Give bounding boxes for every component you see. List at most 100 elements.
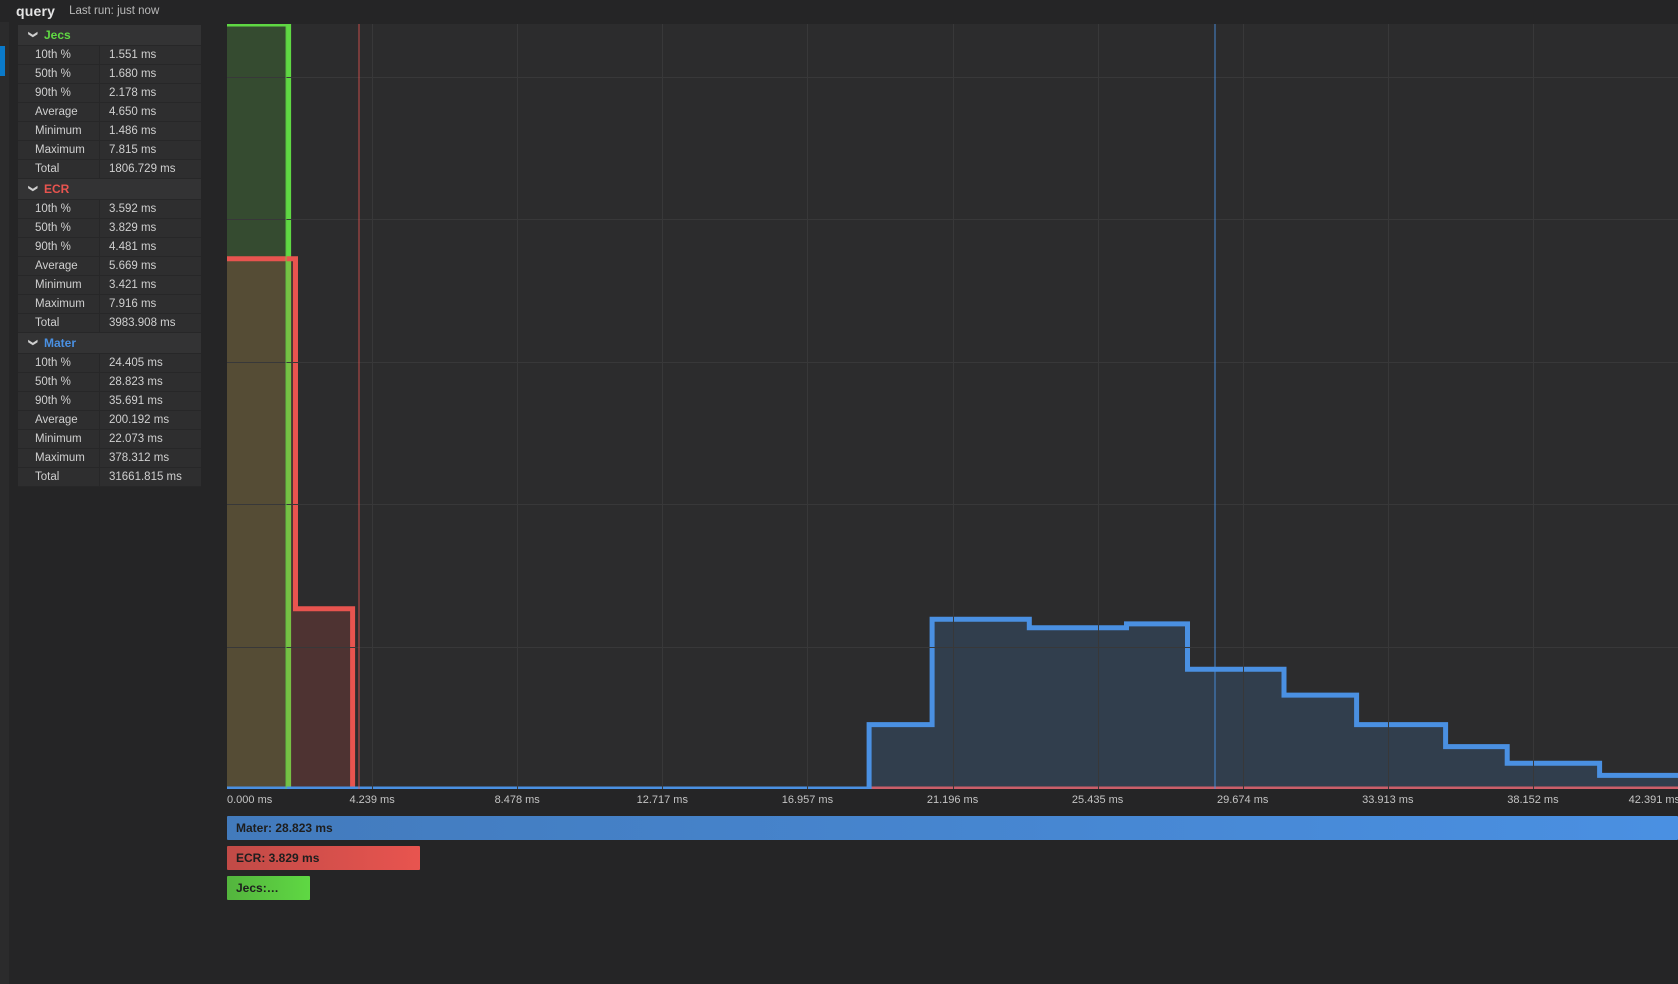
stat-label: 10th % bbox=[35, 203, 71, 215]
stat-value: 5.669 ms bbox=[99, 257, 201, 275]
stat-value: 22.073 ms bbox=[99, 430, 201, 448]
legend-bar-mater[interactable]: Mater: 28.823 ms bbox=[227, 816, 1678, 840]
stats-group-header-ecr[interactable]: ❯ ECR bbox=[18, 179, 201, 200]
chevron-down-icon[interactable]: ❯ bbox=[28, 184, 39, 192]
stat-row: 90th % 4.481 ms bbox=[18, 238, 201, 257]
stat-value: 24.405 ms bbox=[99, 354, 201, 372]
stat-row: Maximum 378.312 ms bbox=[18, 449, 201, 468]
stat-value: 3983.908 ms bbox=[99, 314, 201, 332]
stat-value: 3.421 ms bbox=[99, 276, 201, 294]
stats-group-label: ECR bbox=[44, 182, 70, 196]
stat-row: 50th % 3.829 ms bbox=[18, 219, 201, 238]
legend: Mater: 28.823 ms ECR: 3.829 ms Jecs:… bbox=[227, 816, 1678, 906]
stat-label: Total bbox=[35, 471, 60, 483]
stat-label: Total bbox=[35, 317, 60, 329]
x-tick-label: 4.239 ms bbox=[349, 794, 395, 806]
chevron-down-icon[interactable]: ❯ bbox=[28, 338, 39, 346]
stat-row: Minimum 22.073 ms bbox=[18, 430, 201, 449]
stat-value: 35.691 ms bbox=[99, 392, 201, 410]
x-tick-label: 25.435 ms bbox=[1071, 794, 1124, 806]
stat-label: Average bbox=[35, 260, 78, 272]
stat-value: 1.486 ms bbox=[99, 122, 201, 140]
series-line-ecr bbox=[227, 256, 1678, 789]
stat-value: 2.178 ms bbox=[99, 84, 201, 102]
x-tick-label: 0.000 ms bbox=[227, 794, 273, 806]
stat-row: 10th % 3.592 ms bbox=[18, 200, 201, 219]
stat-row: Maximum 7.815 ms bbox=[18, 141, 201, 160]
stat-label: 90th % bbox=[35, 87, 71, 99]
median-marker-ecr bbox=[358, 24, 361, 789]
legend-bar-jecs[interactable]: Jecs:… bbox=[227, 876, 310, 900]
activity-accent-indicator[interactable] bbox=[0, 46, 5, 76]
stats-group-header-mater[interactable]: ❯ Mater bbox=[18, 333, 201, 354]
median-marker-jecs bbox=[284, 24, 287, 789]
histogram-plot[interactable] bbox=[227, 24, 1678, 789]
series-fill-mater bbox=[227, 619, 1678, 789]
stat-row: 50th % 28.823 ms bbox=[18, 373, 201, 392]
stat-value: 7.916 ms bbox=[99, 295, 201, 313]
stat-row: Average 200.192 ms bbox=[18, 411, 201, 430]
stat-row: 90th % 2.178 ms bbox=[18, 84, 201, 103]
stat-label: Maximum bbox=[35, 452, 85, 464]
stats-panel: ❯ Jecs 10th % 1.551 ms 50th % 1.680 ms 90th % 2… bbox=[18, 25, 201, 487]
stat-value: 4.650 ms bbox=[99, 103, 201, 121]
stat-row: 10th % 1.551 ms bbox=[18, 46, 201, 65]
stat-label: Maximum bbox=[35, 298, 85, 310]
stat-value: 3.829 ms bbox=[99, 219, 201, 237]
legend-bar-ecr[interactable]: ECR: 3.829 ms bbox=[227, 846, 420, 870]
stat-value: 31661.815 ms bbox=[99, 468, 201, 486]
gridline-vertical bbox=[372, 24, 374, 789]
stats-group-header-jecs[interactable]: ❯ Jecs bbox=[18, 25, 201, 46]
stats-group-label: Mater bbox=[44, 336, 77, 350]
x-tick-label: 21.196 ms bbox=[926, 794, 979, 806]
stat-label: Minimum bbox=[35, 279, 82, 291]
x-tick-label: 29.674 ms bbox=[1217, 794, 1269, 806]
page-title: query bbox=[16, 3, 56, 19]
chart-area: 940752564376188 0.000 ms4.239 ms8.478 ms… bbox=[207, 16, 1678, 984]
gridline-vertical bbox=[807, 24, 809, 789]
gridline-vertical bbox=[517, 24, 519, 789]
stat-row: Total 31661.815 ms bbox=[18, 468, 201, 487]
stat-label: 90th % bbox=[35, 395, 71, 407]
x-tick-label: 42.391 ms bbox=[1628, 794, 1678, 806]
x-tick-label: 38.152 ms bbox=[1507, 794, 1559, 806]
stat-value: 378.312 ms bbox=[99, 449, 201, 467]
last-run-status: Last run: just now bbox=[69, 5, 160, 17]
gridline-vertical bbox=[1532, 24, 1534, 789]
x-tick-label: 33.913 ms bbox=[1362, 794, 1414, 806]
gridline-horizontal bbox=[227, 646, 1678, 648]
left-rail bbox=[0, 0, 9, 984]
stat-value: 28.823 ms bbox=[99, 373, 201, 391]
stat-label: 50th % bbox=[35, 222, 71, 234]
stat-label: 10th % bbox=[35, 357, 71, 369]
stat-label: Average bbox=[35, 414, 78, 426]
stat-label: 90th % bbox=[35, 241, 71, 253]
stat-row: 90th % 35.691 ms bbox=[18, 392, 201, 411]
stat-row: Total 1806.729 ms bbox=[18, 160, 201, 179]
stat-row: Average 5.669 ms bbox=[18, 257, 201, 276]
stat-row: Total 3983.908 ms bbox=[18, 314, 201, 333]
panel-header: query Last run: just now bbox=[0, 0, 240, 22]
stat-row: 10th % 24.405 ms bbox=[18, 354, 201, 373]
gridline-vertical bbox=[1242, 24, 1244, 789]
chevron-down-icon[interactable]: ❯ bbox=[28, 30, 39, 38]
gridline-vertical bbox=[1097, 24, 1099, 789]
gridline-vertical bbox=[952, 24, 954, 789]
legend-bar-label: Mater: 28.823 ms bbox=[236, 821, 333, 835]
stat-label: Minimum bbox=[35, 125, 82, 137]
stat-label: 10th % bbox=[35, 49, 71, 61]
stat-label: Maximum bbox=[35, 144, 85, 156]
stat-label: Total bbox=[35, 163, 60, 175]
series-line-jecs bbox=[227, 24, 1678, 789]
gridline-horizontal bbox=[227, 219, 1678, 221]
stat-label: 50th % bbox=[35, 68, 71, 80]
stat-row: Average 4.650 ms bbox=[18, 103, 201, 122]
stat-value: 200.192 ms bbox=[99, 411, 201, 429]
stat-value: 3.592 ms bbox=[99, 200, 201, 218]
gridline-horizontal bbox=[227, 77, 1678, 79]
stat-row: Minimum 1.486 ms bbox=[18, 122, 201, 141]
stat-value: 7.815 ms bbox=[99, 141, 201, 159]
gridline-horizontal bbox=[227, 504, 1678, 506]
gridline-vertical bbox=[1387, 24, 1389, 789]
